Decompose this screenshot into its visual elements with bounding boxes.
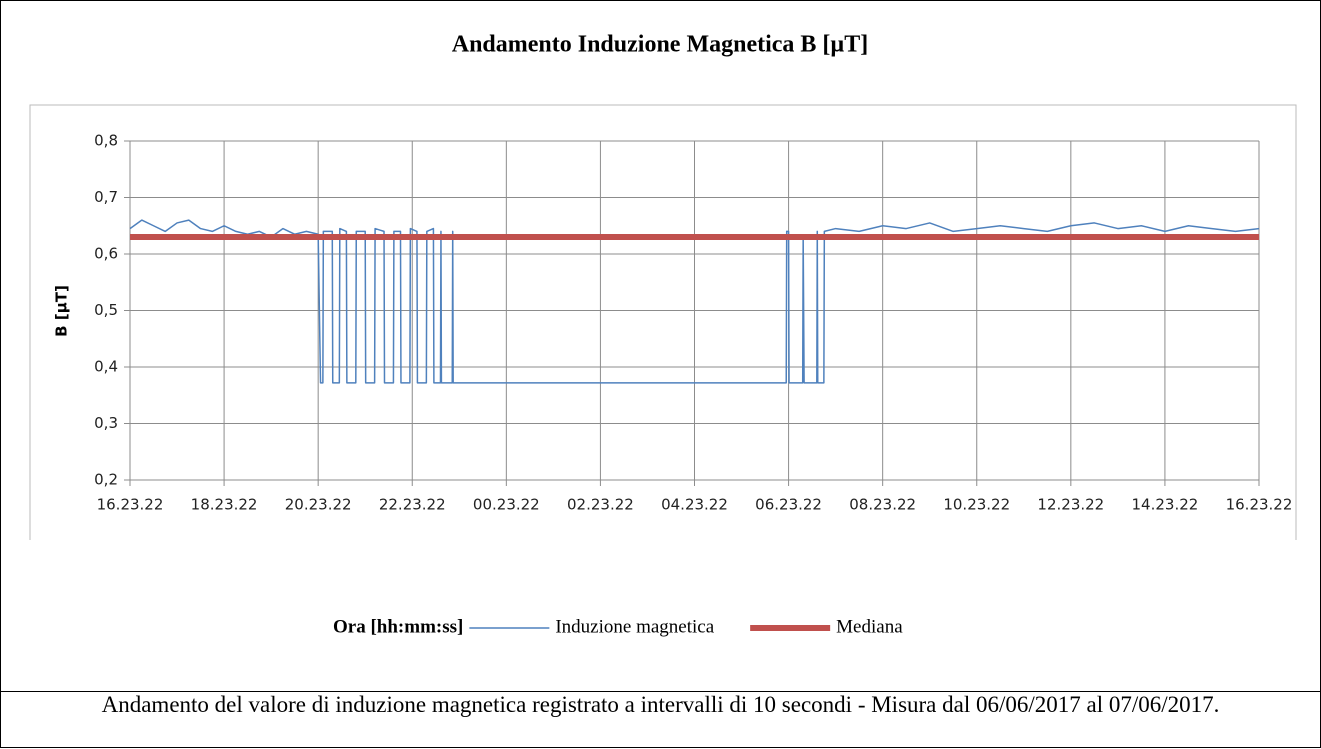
chart-title: Andamento Induzione Magnetica B [µT] — [452, 32, 869, 58]
chart-frame — [0, 0, 1321, 692]
x-tick-label: 02.23.22 — [567, 496, 634, 514]
chart: Andamento Induzione Magnetica B [µT] B [… — [0, 0, 1321, 692]
x-tick-label: 22.23.22 — [379, 496, 446, 514]
y-tick-label: 0,6 — [94, 245, 118, 263]
y-tick-label: 0,7 — [94, 188, 118, 206]
x-tick-label: 18.23.22 — [191, 496, 258, 514]
x-tick-label: 20.23.22 — [285, 496, 352, 514]
x-tick-label: 16.23.22 — [97, 496, 164, 514]
plot-frame — [29, 104, 1297, 540]
x-tick-label: 10.23.22 — [943, 496, 1010, 514]
caption-text: Andamento del valore di induzione magnet… — [101, 692, 1220, 717]
x-tick-label: 16.23.22 — [1226, 496, 1293, 514]
y-tick-label: 0,4 — [94, 358, 118, 376]
x-tick-label: 12.23.22 — [1037, 496, 1104, 514]
y-tick-label: 0,3 — [94, 414, 118, 432]
x-axis-title: Ora [hh:mm:ss] — [333, 616, 463, 637]
y-axis-title: B [µT] — [53, 285, 71, 337]
legend-label: Mediana — [836, 616, 903, 637]
x-tick-label: 06.23.22 — [755, 496, 822, 514]
x-tick-label: 14.23.22 — [1132, 496, 1199, 514]
x-tick-label: 00.23.22 — [473, 496, 540, 514]
legend-label: Induzione magnetica — [555, 616, 714, 637]
x-tick-label: 04.23.22 — [661, 496, 728, 514]
y-tick-label: 0,5 — [94, 301, 118, 319]
x-tick-label: 08.23.22 — [849, 496, 916, 514]
y-tick-label: 0,2 — [94, 471, 118, 489]
y-tick-label: 0,8 — [94, 132, 118, 150]
series-line — [129, 219, 1260, 384]
caption: Andamento del valore di induzione magnet… — [0, 692, 1321, 748]
